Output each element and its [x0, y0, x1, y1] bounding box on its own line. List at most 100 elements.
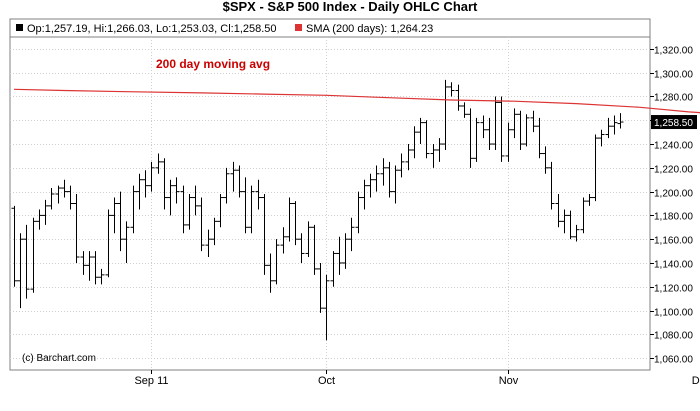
ohlc-bar: [242, 177, 249, 234]
ohlc-bar: [617, 113, 624, 129]
ohlc-bar: [48, 188, 55, 210]
ohlc-bar: [73, 193, 80, 263]
ohlc-bar: [461, 102, 468, 118]
ohlc-bar: [223, 167, 230, 204]
ohlc-bar: [348, 217, 355, 252]
ohlc-bar: [186, 193, 193, 230]
ohlc-bar: [386, 161, 393, 198]
y-tick-label: 1,180.00: [654, 212, 693, 223]
y-tick-label: 1,060.00: [654, 355, 693, 366]
ohlc-bar: [611, 115, 618, 135]
ohlc-bar: [248, 185, 255, 234]
ohlc-bar: [217, 193, 224, 228]
ohlc-bar: [155, 153, 162, 174]
ohlc-bars: [11, 79, 624, 341]
ohlc-bar: [361, 179, 368, 210]
ohlc-bar: [367, 173, 374, 198]
y-tick-label: 1,300.00: [654, 70, 693, 81]
ohlc-bar: [580, 197, 587, 234]
ohlc-bar: [498, 96, 505, 162]
x-tick-label: Nov: [499, 375, 519, 387]
ohlc-bar: [586, 193, 593, 206]
ohlc-bar: [267, 253, 274, 293]
chart-title: $SPX - S&P 500 Index - Daily OHLC Chart: [222, 0, 478, 14]
legend-ohlc-swatch: [16, 24, 23, 31]
ohlc-bar: [67, 185, 74, 210]
ohlc-bar: [342, 233, 349, 269]
legend-sma-text: SMA (200 days): 1,264.23: [306, 23, 433, 35]
ohlc-bar: [255, 179, 262, 210]
ohlc-bar: [286, 197, 293, 242]
ohlc-bar: [280, 227, 287, 254]
y-tick-label: 1,240.00: [654, 141, 693, 152]
ohlc-bar: [411, 126, 418, 159]
ohlc-bar: [311, 224, 318, 275]
ohlc-bar: [430, 144, 437, 168]
ohlc-bar: [605, 117, 612, 139]
x-axis: Sep 11 Oct Nov Dec: [134, 370, 700, 387]
ohlc-bar: [542, 146, 549, 174]
ohlc-bar: [80, 251, 87, 275]
ohlc-bar: [61, 179, 68, 198]
ohlc-bar: [555, 193, 562, 228]
ohlc-bar: [192, 185, 199, 216]
ohlc-bar: [405, 144, 412, 171]
ohlc-bar: [592, 134, 599, 202]
y-tick-label: 1,160.00: [654, 236, 693, 247]
ohlc-bar: [486, 117, 493, 150]
last-price-box: [651, 115, 697, 130]
ohlc-bar: [273, 239, 280, 285]
ohlc-bar: [167, 179, 174, 216]
ohlc-bar: [423, 120, 430, 159]
ohlc-bar: [436, 138, 443, 162]
x-tick-label: Sep 11: [134, 375, 168, 387]
y-tick-label: 1,140.00: [654, 260, 693, 271]
ohlc-bar: [523, 114, 530, 147]
ohlc-bar: [373, 165, 380, 192]
ohlc-bar: [442, 79, 449, 150]
y-tick-label: 1,280.00: [654, 93, 693, 104]
sma-line: [13, 88, 700, 114]
ohlc-bar: [261, 193, 268, 275]
ohlc-bar: [355, 191, 362, 234]
y-tick-label: 1,220.00: [654, 165, 693, 176]
legend-bar: [9, 18, 651, 38]
ohlc-bar: [23, 224, 30, 299]
ohlc-bar: [205, 229, 212, 258]
y-tick-label: 1,120.00: [654, 284, 693, 295]
ohlc-bar: [392, 165, 399, 204]
ohlc-bar: [98, 268, 105, 285]
ohlc-bar: [517, 110, 524, 150]
legend-ohlc-text: Op:1,257.19, Hi:1,266.03, Lo:1,253.03, C…: [27, 23, 277, 35]
ohlc-bar: [317, 262, 324, 313]
ohlc-bar: [136, 173, 143, 210]
ohlc-bar: [230, 161, 237, 192]
sma-annotation: 200 day moving avg: [156, 57, 270, 71]
y-tick-label: 1,100.00: [654, 308, 693, 319]
x-tick-label: Oct: [318, 375, 335, 387]
ohlc-bar: [111, 197, 118, 234]
ohlc-bar: [92, 251, 99, 285]
ohlc-bar: [30, 217, 37, 293]
y-axis: 1,060.00 1,080.00 1,100.00 1,120.00 1,140.00…: [650, 46, 693, 366]
ohlc-bar: [336, 236, 343, 275]
ohlc-bar: [492, 96, 499, 150]
sma-series: [13, 88, 700, 114]
ohlc-bar: [123, 221, 130, 263]
legend-sma-swatch: [295, 24, 302, 31]
ohlc-bar: [417, 117, 424, 145]
ohlc-bar: [561, 209, 568, 234]
ohlc-bar: [511, 108, 518, 139]
ohlc-bar: [573, 224, 580, 242]
ohlc-bar: [330, 251, 337, 287]
ohlc-bar: [105, 209, 112, 278]
ohlc-bar: [11, 205, 18, 287]
ohlc-bar: [117, 191, 124, 252]
ohlc-bar: [292, 201, 299, 246]
ohlc-bar: [55, 185, 62, 204]
last-price-tag: 1,258.50: [651, 115, 697, 130]
ohlc-bar: [305, 221, 312, 258]
ohlc-bar: [380, 158, 387, 186]
ohlc-bar: [36, 209, 43, 230]
ohlc-bar: [505, 122, 512, 162]
